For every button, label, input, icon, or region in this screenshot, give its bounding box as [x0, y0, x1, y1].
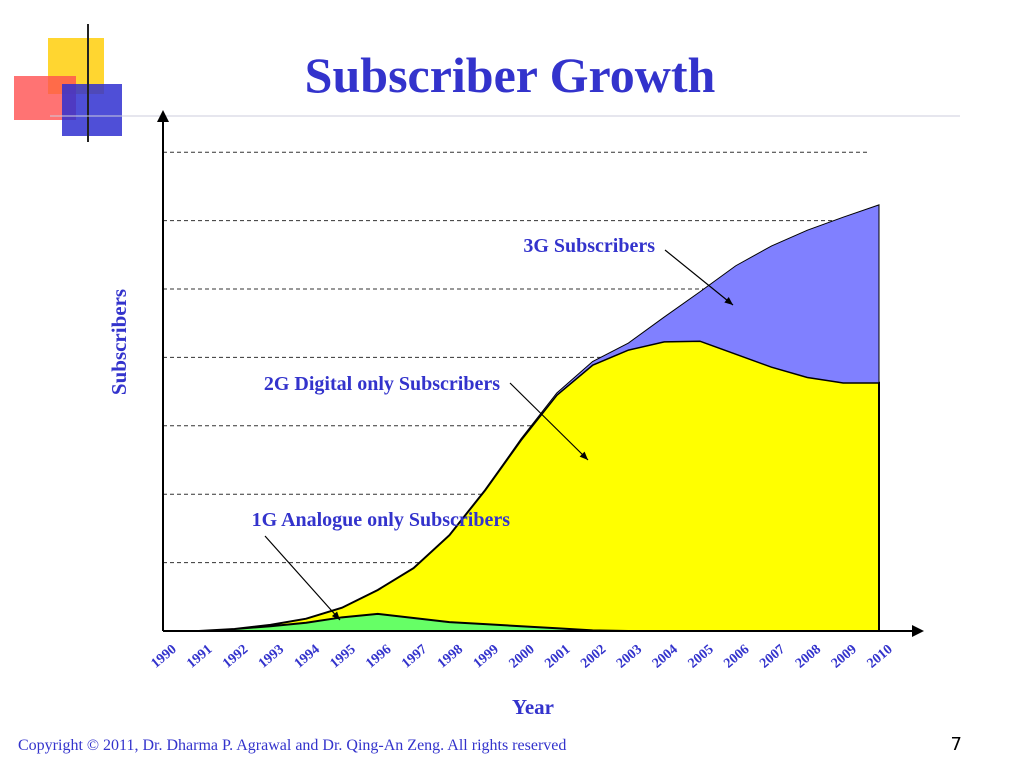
- decoration: [14, 24, 960, 142]
- series-label: 2G Digital only Subscribers: [264, 373, 500, 395]
- x-axis-title: Year: [512, 695, 554, 719]
- x-tick-label: 2003: [614, 642, 645, 671]
- x-tick-label: 1991: [184, 642, 215, 671]
- x-tick-label: 1996: [363, 642, 394, 671]
- x-tick-label: 1993: [256, 642, 287, 671]
- x-tick-label: 2007: [757, 642, 788, 671]
- annotation-arrowhead: [331, 611, 340, 620]
- page-number: 7: [951, 734, 962, 755]
- x-tick-label: 2010: [865, 642, 896, 671]
- y-axis-arrow: [157, 110, 169, 122]
- x-tick-label: 1995: [328, 642, 359, 671]
- x-tick-label: 2008: [793, 642, 824, 671]
- x-tick-label: 2002: [578, 642, 609, 671]
- x-tick-label: 1997: [399, 642, 430, 671]
- y-axis-title: Subscribers: [107, 289, 131, 395]
- x-tick-label: 1990: [149, 642, 180, 671]
- plot: 1990 1991 1992 1993 1994 1995 1996 1997 1998 1999…: [149, 110, 924, 672]
- annotation-arrow: [264, 535, 341, 621]
- x-tick-label: 1992: [220, 642, 251, 671]
- series-label: 1G Analogue only Subscribers: [252, 509, 511, 531]
- series-label: 3G Subscribers: [523, 235, 655, 257]
- x-tick-label: 2000: [507, 642, 538, 671]
- x-tick-label: 2005: [686, 642, 717, 671]
- x-tick-label: 2009: [829, 642, 860, 671]
- x-tick-label: 2006: [721, 642, 752, 671]
- area: [163, 204, 880, 632]
- x-tick-label: 1994: [292, 642, 323, 671]
- annotation-arrow: [664, 249, 734, 306]
- annotation-arrow: [509, 382, 589, 461]
- x-tick-label: 1998: [435, 642, 466, 671]
- copyright: Copyright © 2011, Dr. Dharma P. Agrawal …: [18, 737, 566, 754]
- x-tick-label: 1999: [471, 642, 502, 671]
- annotation-arrowhead: [724, 297, 733, 305]
- chart-title: Subscriber Growth: [305, 47, 716, 103]
- x-axis-arrow: [912, 625, 924, 637]
- annotation-arrowhead: [579, 451, 588, 460]
- x-tick-label: 2001: [542, 642, 573, 671]
- x-tick-label: 2004: [650, 642, 681, 671]
